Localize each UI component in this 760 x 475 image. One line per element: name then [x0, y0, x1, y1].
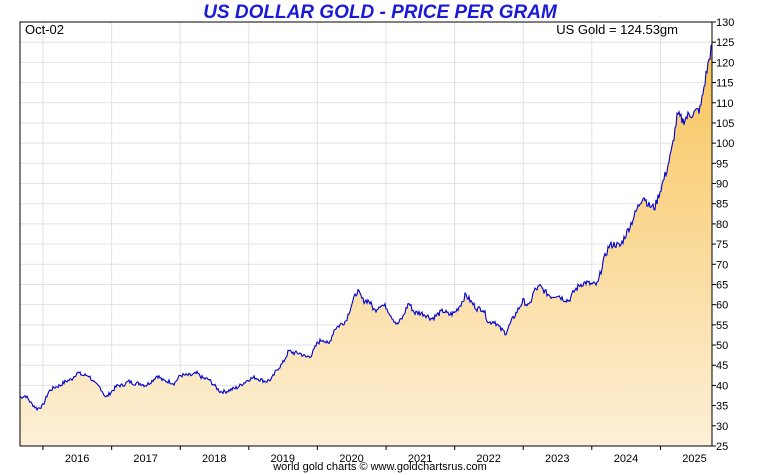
y-tick-label: 80 — [716, 219, 728, 231]
x-tick-label: 2017 — [133, 453, 157, 465]
x-tick-label: 2022 — [476, 453, 500, 465]
y-tick-label: 95 — [716, 158, 728, 170]
plot-frame — [19, 21, 713, 447]
y-tick-label: 110 — [716, 98, 734, 110]
x-tick-label: 2025 — [682, 453, 706, 465]
x-tick-label: 2018 — [202, 453, 226, 465]
y-tick-label: 85 — [716, 199, 728, 211]
y-tick-label: 55 — [716, 320, 728, 332]
x-tick-label: 2021 — [408, 453, 432, 465]
price-line — [19, 43, 713, 412]
x-tick-label: 2016 — [65, 453, 89, 465]
x-tick-label: 2023 — [545, 453, 569, 465]
current-price-label: US Gold = 124.53gm — [556, 22, 678, 37]
x-tick-label: 2019 — [271, 453, 295, 465]
date-label: Oct-02 — [25, 22, 65, 37]
x-tick-label: 2020 — [339, 453, 363, 465]
y-tick-label: 75 — [716, 239, 728, 251]
footer-credit: world gold charts © www.goldchartsrus.co… — [273, 461, 487, 473]
y-tick-label: 40 — [716, 380, 728, 392]
y-tick-label: 115 — [716, 78, 734, 90]
y-tick-label: 105 — [716, 118, 734, 130]
y-tick-label: 35 — [716, 401, 728, 413]
y-tick-label: 25 — [716, 441, 728, 453]
y-tick-label: 130 — [716, 17, 734, 29]
y-tick-label: 30 — [716, 421, 728, 433]
y-tick-label: 125 — [716, 37, 734, 49]
y-tick-label: 100 — [716, 138, 734, 150]
y-tick-label: 120 — [716, 57, 734, 69]
y-tick-label: 45 — [716, 360, 728, 372]
y-tick-label: 90 — [716, 179, 728, 191]
axes: 25 30 35 40 45 50 55 60 65 70 75 80 85 90 95 100 105 110 1… — [42, 17, 734, 465]
chart-title: US DOLLAR GOLD - PRICE PER GRAM — [203, 2, 557, 23]
price-area-fill — [20, 44, 712, 446]
y-tick-label: 70 — [716, 259, 728, 271]
y-tick-label: 50 — [716, 340, 728, 352]
y-tick-label: 65 — [716, 279, 728, 291]
x-tick-label: 2024 — [614, 453, 638, 465]
y-tick-label: 60 — [716, 300, 728, 312]
